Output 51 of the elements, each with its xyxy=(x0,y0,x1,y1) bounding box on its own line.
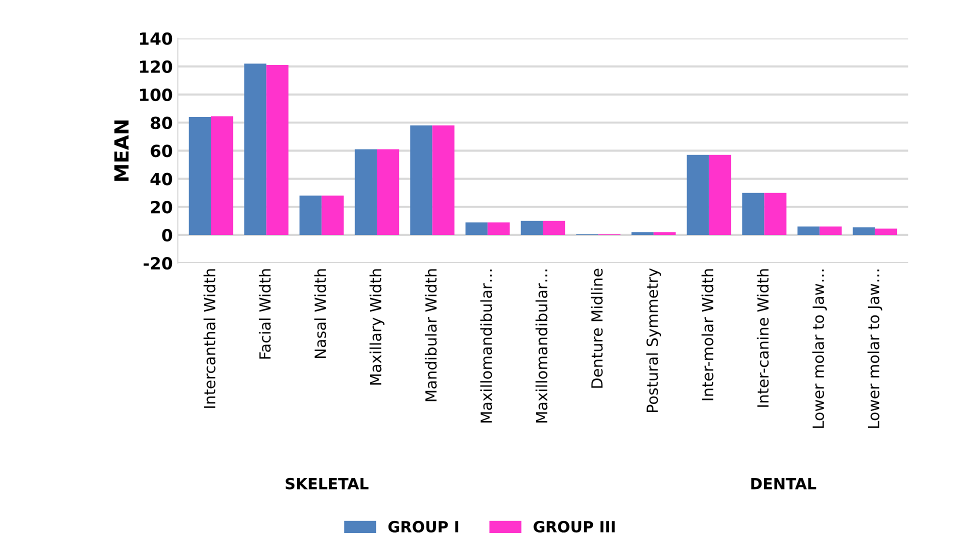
bar xyxy=(300,196,322,235)
x-tick-label: Maxillomandibular… xyxy=(536,270,548,422)
bar xyxy=(210,116,234,235)
bar xyxy=(432,125,454,235)
y-tick-label: 0 xyxy=(162,228,172,242)
bar xyxy=(797,226,820,235)
bar xyxy=(466,222,488,235)
y-tick-label: 60 xyxy=(150,144,172,158)
bar xyxy=(244,64,266,235)
x-tick-label: Nasal Width xyxy=(314,269,326,358)
bar xyxy=(708,154,732,235)
bar xyxy=(354,149,377,235)
bar xyxy=(631,232,654,235)
text: DENTAL xyxy=(751,478,816,490)
bar xyxy=(686,154,709,235)
legend-label: GROUP III xyxy=(534,520,615,532)
x-tick-label: Lower molar to Jaw… xyxy=(812,270,827,428)
legend-label: GROUP I xyxy=(388,520,458,532)
x-tick-label: Postural Symmetry xyxy=(646,268,662,412)
bar xyxy=(874,228,898,235)
bar xyxy=(852,227,875,235)
x-tick-label: Intercanthal Width xyxy=(204,269,216,408)
y-tick-label: 120 xyxy=(140,60,172,74)
bar xyxy=(820,226,842,235)
x-tick-label: Maxillomandibular… xyxy=(480,270,492,422)
x-tick-label: Inter-canine Width xyxy=(756,269,769,407)
bar xyxy=(542,220,566,235)
x-tick-label: Lower molar to Jaw… xyxy=(868,270,882,428)
bar xyxy=(188,117,211,235)
y-tick-label: -20 xyxy=(144,257,172,270)
x-tick-label: Inter-molar Width xyxy=(702,269,714,400)
y-axis-title: MEAN xyxy=(114,120,129,181)
y-tick-label: 100 xyxy=(140,88,172,102)
bar xyxy=(654,232,676,235)
y-tick-label: 80 xyxy=(150,116,172,130)
bar xyxy=(488,222,510,235)
x-tick-label: Mandibular Width xyxy=(424,269,437,402)
y-tick-label: 40 xyxy=(150,172,172,186)
bar xyxy=(376,149,400,235)
bar xyxy=(520,220,543,235)
x-tick-label: Facial Width xyxy=(258,269,271,359)
bar xyxy=(322,196,344,235)
y-tick-label: 140 xyxy=(140,32,172,45)
x-tick-label: Maxillary Width xyxy=(370,269,384,385)
x-tick-label: Denture Midline xyxy=(590,268,603,388)
y-tick-label: 20 xyxy=(151,200,172,214)
bar xyxy=(410,125,432,235)
bar xyxy=(266,65,288,235)
text: SKELETAL xyxy=(286,478,368,490)
bar xyxy=(764,192,786,235)
bar xyxy=(742,192,764,235)
